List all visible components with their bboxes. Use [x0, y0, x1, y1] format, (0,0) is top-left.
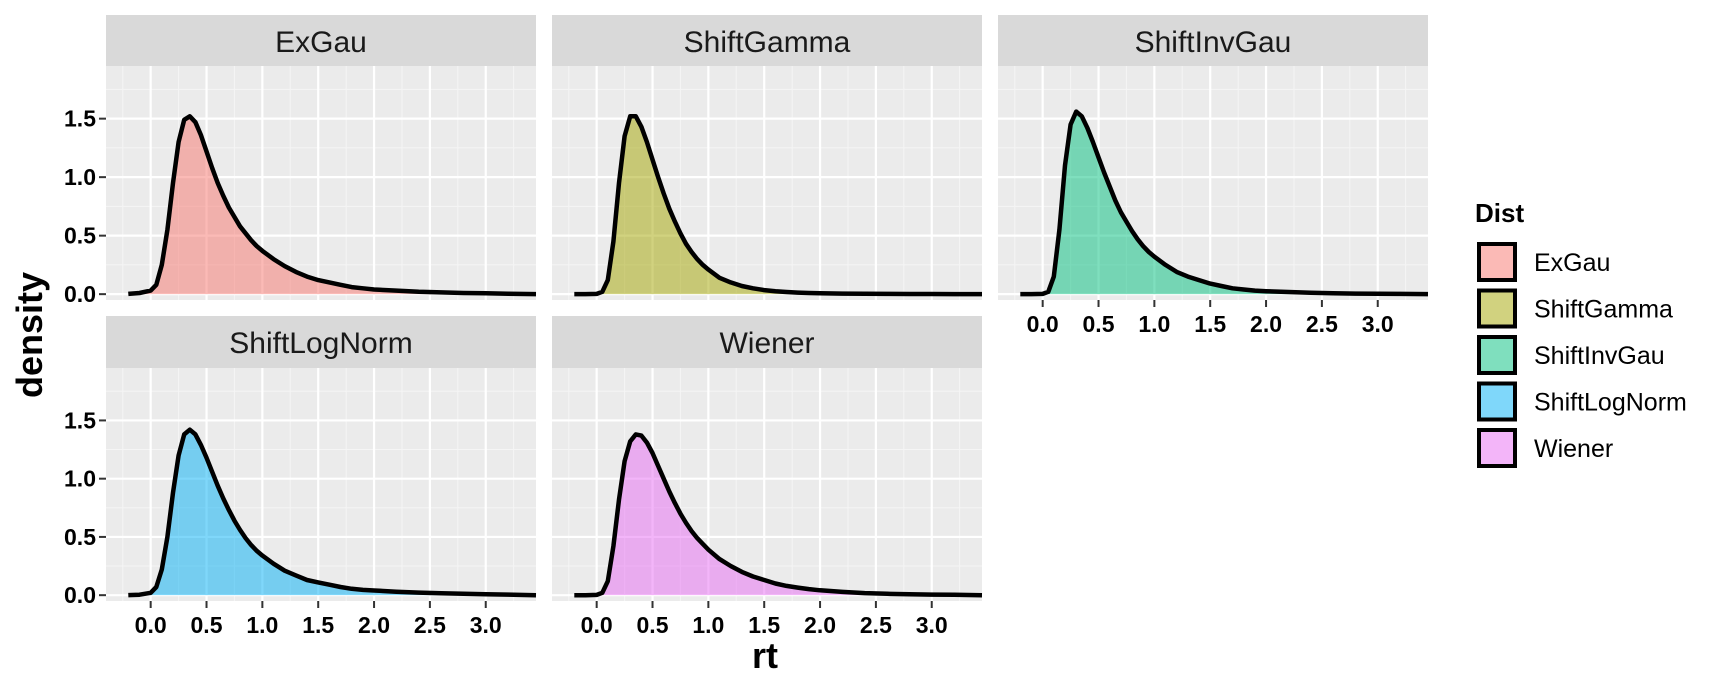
panel-wiener: Wiener 0.0 0.5 1.0 1.5 2.0 2.5 3.0 — [552, 316, 983, 638]
x-tick-label: 1.5 — [748, 612, 780, 638]
y-axis-title: density — [9, 272, 50, 398]
density-line-wiener — [574, 432, 983, 598]
legend-label: ExGau — [1534, 249, 1610, 277]
legend-item-shiftinvgau: ShiftInvGau — [1477, 335, 1665, 375]
x-tick-label: 0.0 — [581, 612, 613, 638]
y-tick-label: 0.0 — [64, 582, 96, 608]
strip-shiftinvgau — [998, 15, 1428, 67]
x-tick-label: 1.0 — [1138, 311, 1170, 337]
density-area-wiener — [574, 434, 982, 596]
x-tick-label: 2.0 — [358, 612, 390, 638]
x-tick-label: 2.5 — [1306, 311, 1338, 337]
y-tick-label: 0.0 — [64, 281, 96, 307]
legend-label: Wiener — [1534, 435, 1613, 463]
y-tick-label: 1.0 — [64, 164, 96, 190]
legend-label: ShiftGamma — [1534, 296, 1673, 324]
x-tick-label: 1.5 — [1194, 311, 1226, 337]
legend-item-exgau: ExGau — [1477, 242, 1610, 282]
x-tick-label: 3.0 — [1362, 311, 1394, 337]
legend: Dist ExGau ShiftGamma ShiftInvGau ShiftLogN… — [1475, 198, 1687, 468]
strip-shiftlognorm — [106, 316, 536, 368]
x-tick-label: 1.0 — [692, 612, 724, 638]
panel-shiftlognorm: ShiftLogNorm 0.0 0.5 1.0 1.5 0.0 0.5 1.0 1.5 2.0 2… — [64, 316, 537, 638]
strip-exgau — [106, 15, 536, 67]
y-tick-label: 0.5 — [64, 223, 96, 249]
strip-label-exgau: ExGau — [275, 26, 367, 59]
y-tick-label: 0.5 — [64, 524, 96, 550]
density-line-shiftlognorm — [128, 427, 537, 598]
legend-label: ShiftLogNorm — [1534, 389, 1687, 417]
density-area-shiftinvgau — [1020, 111, 1428, 295]
x-axis-title: rt — [752, 635, 778, 676]
panel-shiftinvgau: ShiftInvGau 0.0 0.5 1.0 1.5 2.0 2.5 3.0 — [998, 15, 1429, 337]
panel-exgau: ExGau 0.0 0.5 1.0 1.5 — [64, 15, 537, 307]
x-tick-label: 2.5 — [860, 612, 892, 638]
x-tick-label: 1.5 — [302, 612, 334, 638]
x-tick-label: 3.0 — [916, 612, 948, 638]
panels: ExGau 0.0 0.5 1.0 1.5 ShiftGamma ShiftInvGau 0.… — [64, 15, 1429, 638]
legend-swatch — [1477, 428, 1517, 468]
y-tick-label: 1.5 — [64, 106, 96, 132]
strip-wiener — [552, 316, 982, 368]
density-area-shiftlognorm — [128, 429, 537, 596]
x-tick-label: 0.5 — [191, 612, 223, 638]
strip-label-shiftlognorm: ShiftLogNorm — [229, 327, 412, 360]
density-line-exgau — [128, 114, 537, 297]
strip-label-shiftgamma: ShiftGamma — [684, 26, 851, 59]
legend-swatch — [1477, 335, 1517, 375]
density-line-shiftgamma — [574, 114, 982, 297]
y-tick-label: 1.0 — [64, 466, 96, 492]
strip-label-wiener: Wiener — [719, 327, 814, 360]
x-tick-label: 2.0 — [1250, 311, 1282, 337]
legend-title: Dist — [1475, 198, 1524, 228]
density-line-shiftinvgau — [1020, 109, 1429, 297]
x-tick-label: 2.5 — [414, 612, 446, 638]
density-area-exgau — [128, 116, 537, 295]
legend-item-shiftlognorm: ShiftLogNorm — [1477, 381, 1687, 422]
x-tick-label: 2.0 — [804, 612, 836, 638]
y-tick-label: 1.5 — [64, 407, 96, 433]
x-tick-label: 1.0 — [246, 612, 278, 638]
x-tick-label: 0.0 — [135, 612, 167, 638]
legend-label: ShiftInvGau — [1534, 342, 1665, 370]
x-tick-label: 0.5 — [637, 612, 669, 638]
x-tick-label: 0.0 — [1027, 311, 1059, 337]
panel-shiftgamma: ShiftGamma — [552, 15, 982, 300]
legend-swatch — [1477, 242, 1517, 282]
strip-shiftgamma — [552, 15, 982, 67]
legend-item-wiener: Wiener — [1477, 428, 1613, 468]
x-tick-label: 0.5 — [1083, 311, 1115, 337]
strip-label-shiftinvgau: ShiftInvGau — [1135, 26, 1292, 59]
x-tick-label: 3.0 — [470, 612, 502, 638]
density-area-shiftgamma — [574, 116, 982, 295]
legend-swatch — [1477, 288, 1517, 329]
legend-item-shiftgamma: ShiftGamma — [1477, 288, 1673, 329]
legend-swatch — [1477, 381, 1517, 422]
